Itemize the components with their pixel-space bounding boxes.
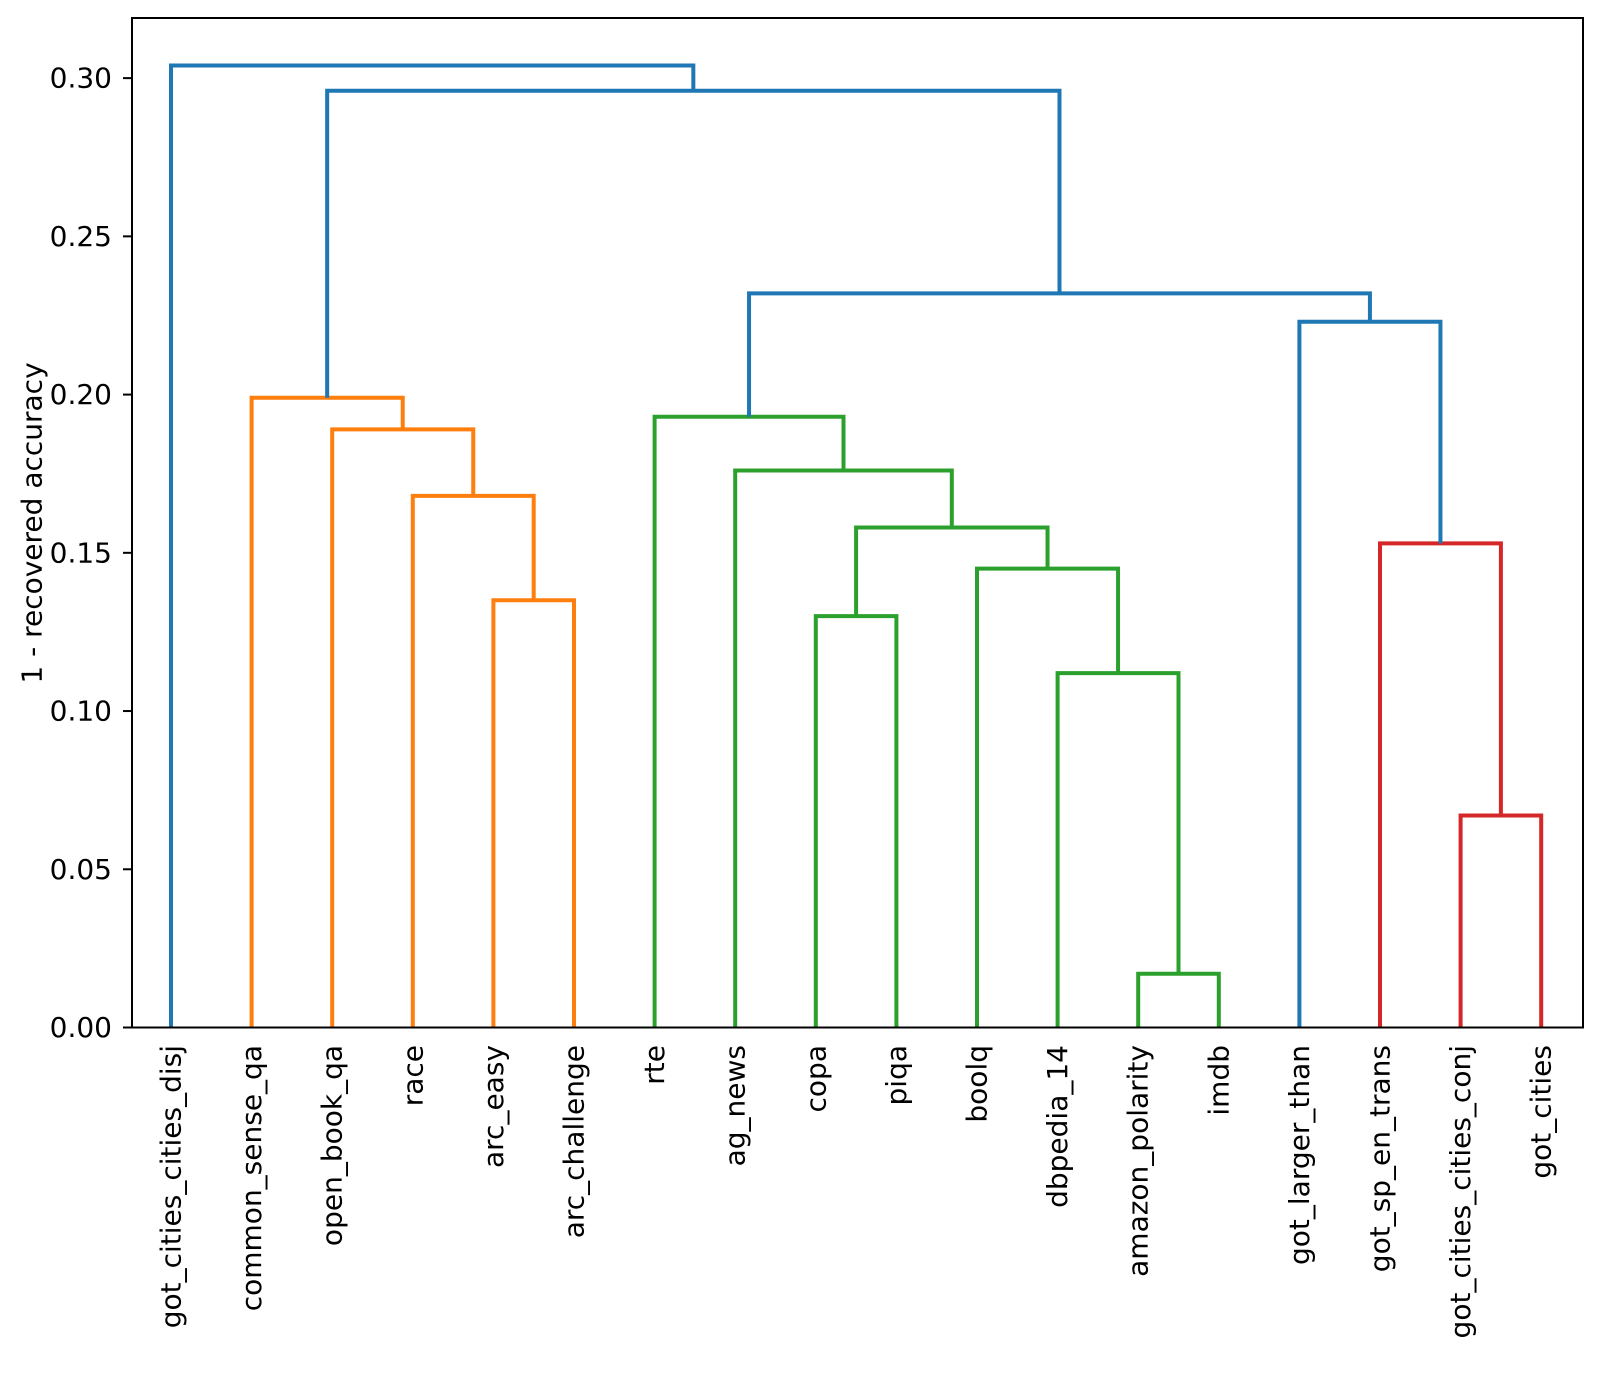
leaf-label: common_sense_qa xyxy=(235,1045,268,1311)
leaf-label: race xyxy=(396,1045,429,1106)
y-tick-label: 0.00 xyxy=(50,1011,112,1044)
y-tick-label: 0.30 xyxy=(50,62,112,95)
y-tick-label: 0.05 xyxy=(50,853,112,886)
leaf-label: arc_challenge xyxy=(558,1045,591,1238)
y-axis-tick-labels: 0.00 0.05 0.10 0.15 0.20 0.25 0.30 xyxy=(50,62,112,1044)
dendrogram-link-M13 xyxy=(1378,541,1503,1028)
y-tick-label: 0.10 xyxy=(50,695,112,728)
leaf-label: copa xyxy=(799,1045,832,1112)
leaf-label: rte xyxy=(638,1045,671,1085)
leaf-label: imdb xyxy=(1202,1045,1235,1116)
leaf-label: got_cities xyxy=(1525,1045,1558,1179)
dendrogram-link-M17 xyxy=(169,63,696,1028)
dendrogram-links xyxy=(169,63,1544,1028)
leaf-label: piqa xyxy=(880,1045,913,1105)
dendrogram-link-M9 xyxy=(854,525,1050,617)
plot-border xyxy=(131,17,1584,1029)
leaf-label: got_cities_cities_disj xyxy=(155,1045,188,1328)
leaf-label: boolq xyxy=(961,1045,994,1123)
y-axis-ticks xyxy=(123,77,132,1029)
dendrogram-link-M11 xyxy=(652,414,846,1028)
leaf-label: dbpedia_14 xyxy=(1041,1045,1074,1208)
leaf-label: open_book_qa xyxy=(316,1045,349,1246)
dendrogram-link-M16 xyxy=(325,88,1062,398)
y-tick-label: 0.20 xyxy=(50,378,112,411)
y-tick-label: 0.25 xyxy=(50,220,112,253)
y-tick-label: 0.15 xyxy=(50,536,112,569)
y-axis-label: 1 - recovered accuracy xyxy=(16,362,49,683)
leaf-label: ag_news xyxy=(719,1045,752,1166)
leaf-label: got_sp_en_trans xyxy=(1364,1045,1397,1272)
leaf-label: got_cities_cities_conj xyxy=(1444,1045,1477,1338)
leaf-label: got_larger_than xyxy=(1283,1045,1316,1265)
leaf-label: amazon_polarity xyxy=(1122,1045,1155,1277)
x-axis-leaf-labels: got_cities_cities_disj common_sense_qa ope… xyxy=(155,1045,1558,1338)
leaf-label: arc_easy xyxy=(477,1045,510,1168)
